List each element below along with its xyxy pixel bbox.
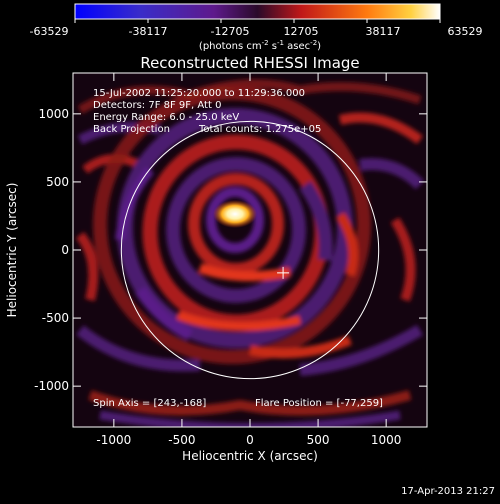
annotation-spin-axis: Spin Axis = [243,-168] [93, 398, 206, 409]
y-axis: 1000 500 0 -500 -1000 [34, 107, 427, 393]
x-tick-label: 500 [307, 433, 330, 447]
y-axis-label: Heliocentric Y (arcsec) [5, 183, 19, 318]
annotation-method: Back Projection [93, 124, 170, 135]
spin-axis-marker [277, 266, 290, 279]
colorbar-tick-label: -63529 [30, 25, 69, 38]
colorbar-tick-label: 12705 [284, 25, 319, 38]
annotation-total-counts: Total counts: 1.275e+05 [198, 124, 321, 135]
colorbar: -63529 -38117 -12705 12705 38117 63529 (… [30, 3, 483, 52]
chart-title: Reconstructed RHESSI Image [140, 54, 359, 72]
y-tick-label: 1000 [38, 107, 69, 121]
y-tick-label: 0 [61, 243, 69, 257]
colorbar-tick-label: -38117 [129, 25, 168, 38]
colorbar-tick-label: 38117 [366, 25, 401, 38]
y-tick-label: -500 [42, 311, 69, 325]
x-tick-label: 1000 [371, 433, 402, 447]
render-timestamp: 17-Apr-2013 21:27 [401, 486, 495, 497]
x-axis-label: Heliocentric X (arcsec) [182, 449, 318, 463]
annotation-detectors: Detectors: 7F 8F 9F, Att 0 [93, 100, 221, 111]
x-tick-label: 0 [246, 433, 254, 447]
annotation-time-range: 15-Jul-2002 11:25:20.000 to 11:29:36.000 [93, 88, 305, 99]
annotation-energy-range: Energy Range: 6.0 - 25.0 keV [93, 112, 239, 123]
solar-limb [120, 120, 380, 380]
x-tick-label: -500 [168, 433, 195, 447]
heatmap-image [73, 73, 427, 427]
annotation-flare-position: Flare Position = [-77,259] [255, 398, 383, 409]
x-axis: -1000 -500 0 500 1000 [96, 73, 401, 447]
colorbar-unit-label: (photons cm-2 s-1 asec-2) [199, 39, 321, 52]
flare-source [213, 200, 257, 228]
colorbar-gradient [74, 3, 441, 20]
y-tick-label: 500 [46, 175, 69, 189]
colorbar-tick-label: 63529 [448, 25, 483, 38]
x-tick-label: -1000 [96, 433, 131, 447]
y-tick-label: -1000 [34, 379, 69, 393]
colorbar-tick-marks [74, 19, 441, 23]
colorbar-tick-label: -12705 [211, 25, 250, 38]
